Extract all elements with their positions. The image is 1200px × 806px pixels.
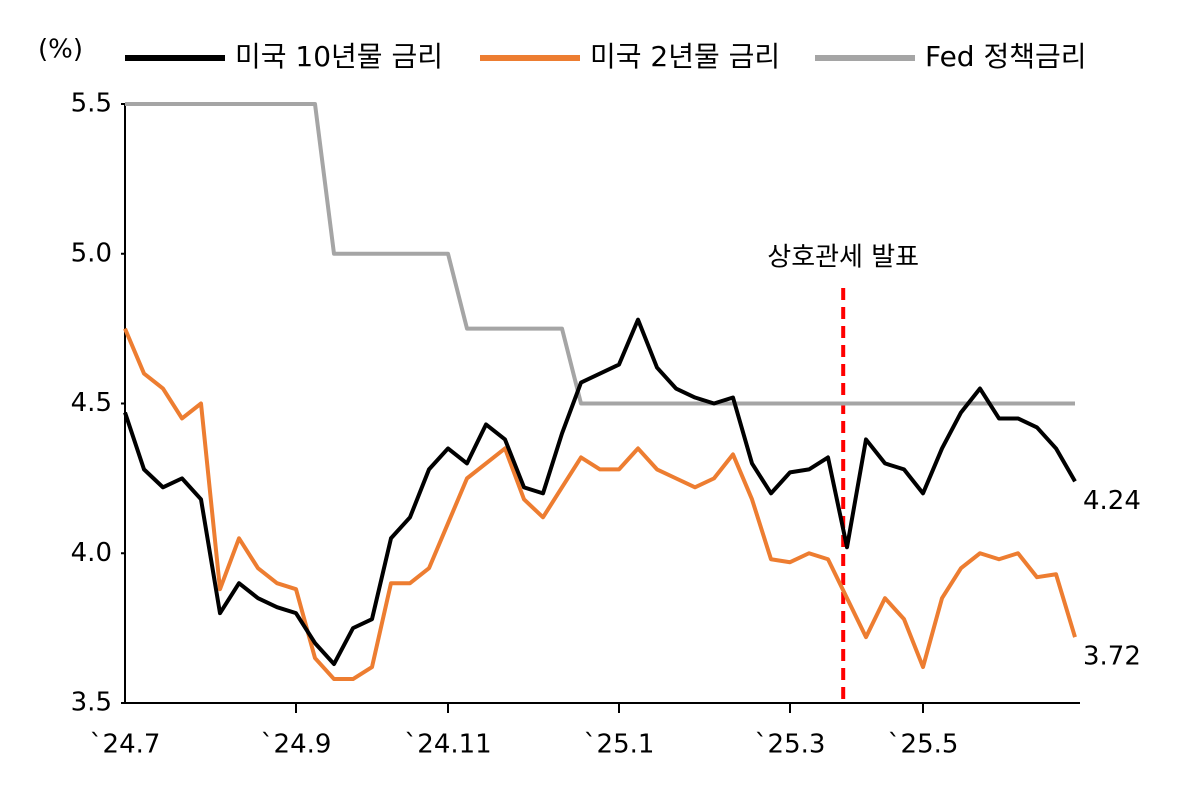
y-tick-label: 5.5: [71, 89, 112, 119]
series-line: [123, 327, 1077, 682]
y-axis-label: (%): [38, 35, 83, 65]
x-tick-label: `24.9: [261, 730, 332, 760]
legend-label: Fed 정책금리: [925, 40, 1087, 73]
y-tick-label: 3.5: [71, 688, 112, 718]
y-tick-label: 4.5: [71, 388, 112, 418]
legend-label: 미국 10년물 금리: [235, 40, 443, 73]
x-tick-label: `24.11: [404, 730, 491, 760]
series-line: [125, 102, 1075, 406]
x-tick-label: `25.3: [755, 730, 826, 760]
end-label: 4.24: [1083, 486, 1141, 516]
annotation-text: 상호관세 발표: [767, 243, 919, 273]
y-tick-label: 4.0: [71, 538, 112, 568]
x-tick-label: `25.1: [584, 730, 655, 760]
x-tick-label: `24.7: [90, 730, 161, 760]
y-tick-label: 5.0: [71, 238, 112, 268]
series-line: [123, 317, 1077, 667]
legend-label: 미국 2년물 금리: [590, 40, 780, 73]
end-label: 3.72: [1083, 642, 1141, 672]
x-tick-label: `25.5: [888, 730, 959, 760]
